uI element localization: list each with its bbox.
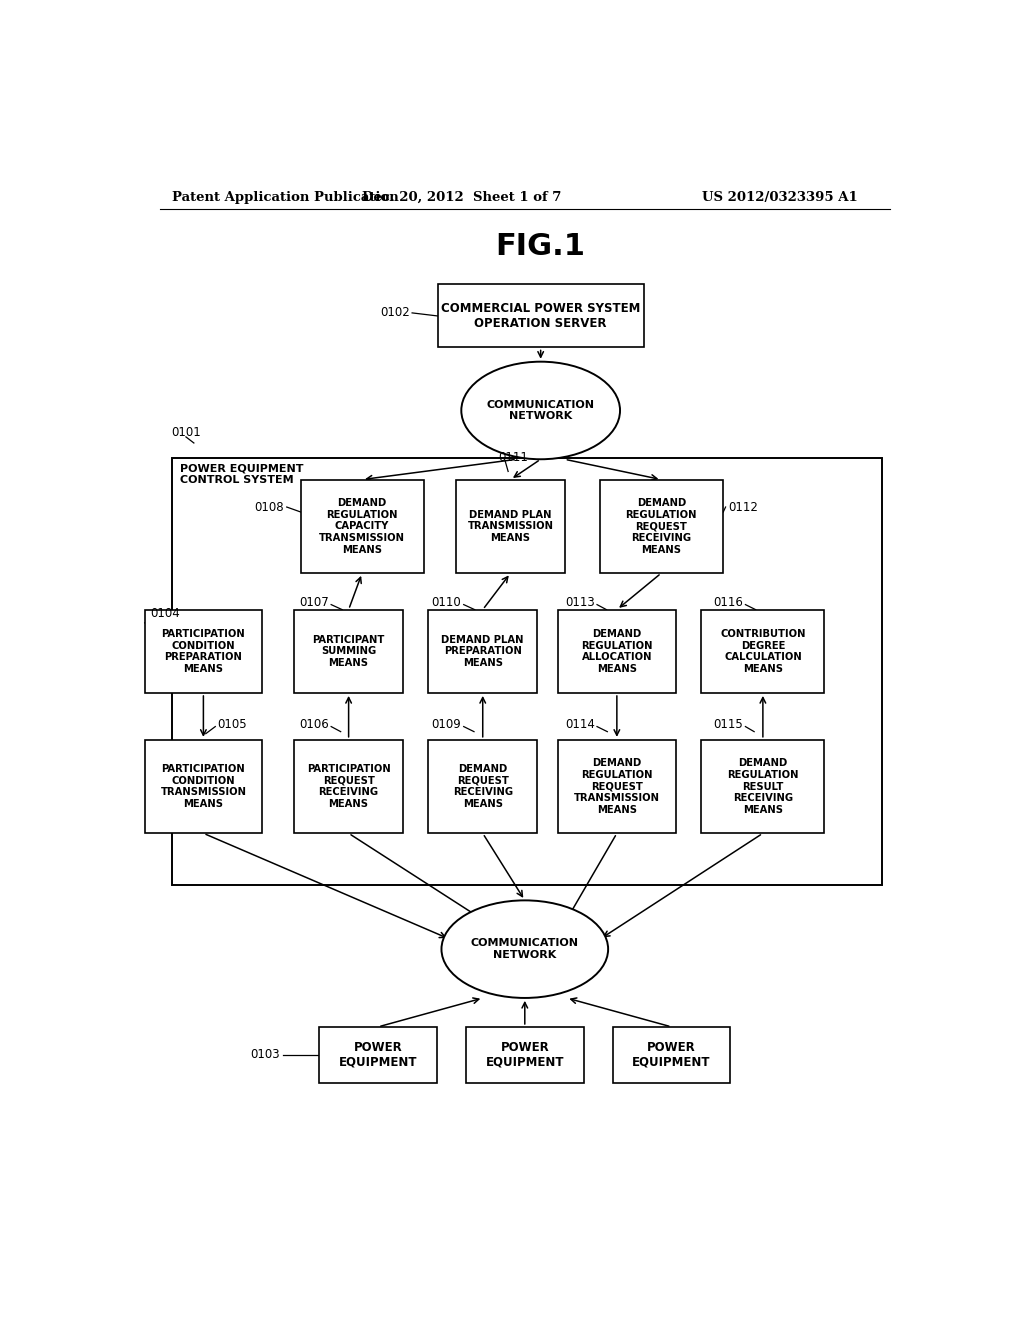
- FancyBboxPatch shape: [558, 610, 676, 693]
- Text: 0110: 0110: [431, 597, 461, 609]
- Text: PARTICIPATION
REQUEST
RECEIVING
MEANS: PARTICIPATION REQUEST RECEIVING MEANS: [307, 764, 390, 809]
- Text: POWER
EQUIPMENT: POWER EQUIPMENT: [485, 1041, 564, 1069]
- Text: COMMUNICATION
NETWORK: COMMUNICATION NETWORK: [486, 400, 595, 421]
- FancyBboxPatch shape: [428, 739, 538, 833]
- Text: POWER EQUIPMENT
CONTROL SYSTEM: POWER EQUIPMENT CONTROL SYSTEM: [179, 463, 303, 484]
- Ellipse shape: [441, 900, 608, 998]
- Text: FIG.1: FIG.1: [496, 232, 586, 261]
- Text: DEMAND
REGULATION
REQUEST
TRANSMISSION
MEANS: DEMAND REGULATION REQUEST TRANSMISSION M…: [573, 758, 659, 814]
- Text: COMMERCIAL POWER SYSTEM
OPERATION SERVER: COMMERCIAL POWER SYSTEM OPERATION SERVER: [441, 302, 640, 330]
- Text: Patent Application Publication: Patent Application Publication: [172, 190, 398, 203]
- Text: DEMAND
REQUEST
RECEIVING
MEANS: DEMAND REQUEST RECEIVING MEANS: [453, 764, 513, 809]
- Text: 0116: 0116: [713, 597, 743, 609]
- Text: 0112: 0112: [728, 500, 758, 513]
- FancyBboxPatch shape: [144, 610, 262, 693]
- Text: 0103: 0103: [251, 1048, 281, 1061]
- FancyBboxPatch shape: [456, 479, 565, 573]
- Text: 0115: 0115: [714, 718, 743, 731]
- Text: 0109: 0109: [431, 718, 461, 731]
- FancyBboxPatch shape: [428, 610, 538, 693]
- Text: 0104: 0104: [150, 607, 179, 620]
- Text: 0108: 0108: [255, 500, 285, 513]
- Text: PARTICIPANT
SUMMING
MEANS: PARTICIPANT SUMMING MEANS: [312, 635, 385, 668]
- Text: 0101: 0101: [172, 426, 202, 440]
- FancyBboxPatch shape: [294, 739, 403, 833]
- Text: PARTICIPATION
CONDITION
PREPARATION
MEANS: PARTICIPATION CONDITION PREPARATION MEAN…: [162, 628, 246, 673]
- Text: 0102: 0102: [380, 306, 410, 319]
- Text: 0114: 0114: [565, 718, 595, 731]
- Text: 0111: 0111: [499, 450, 528, 463]
- Text: DEMAND PLAN
PREPARATION
MEANS: DEMAND PLAN PREPARATION MEANS: [441, 635, 524, 668]
- FancyBboxPatch shape: [144, 739, 262, 833]
- FancyBboxPatch shape: [466, 1027, 584, 1082]
- Text: COMMUNICATION
NETWORK: COMMUNICATION NETWORK: [471, 939, 579, 960]
- Text: DEMAND
REGULATION
ALLOCATION
MEANS: DEMAND REGULATION ALLOCATION MEANS: [581, 628, 652, 673]
- Text: DEMAND
REGULATION
CAPACITY
TRANSMISSION
MEANS: DEMAND REGULATION CAPACITY TRANSMISSION …: [319, 498, 406, 554]
- FancyBboxPatch shape: [319, 1027, 436, 1082]
- Text: DEMAND
REGULATION
RESULT
RECEIVING
MEANS: DEMAND REGULATION RESULT RECEIVING MEANS: [727, 758, 799, 814]
- FancyBboxPatch shape: [437, 284, 644, 347]
- Text: 0113: 0113: [565, 597, 595, 609]
- Text: 0106: 0106: [299, 718, 329, 731]
- Text: PARTICIPATION
CONDITION
TRANSMISSION
MEANS: PARTICIPATION CONDITION TRANSMISSION MEA…: [161, 764, 247, 809]
- Text: 0105: 0105: [217, 718, 247, 731]
- FancyBboxPatch shape: [613, 1027, 730, 1082]
- Text: US 2012/0323395 A1: US 2012/0323395 A1: [702, 190, 858, 203]
- Text: CONTRIBUTION
DEGREE
CALCULATION
MEANS: CONTRIBUTION DEGREE CALCULATION MEANS: [720, 628, 806, 673]
- Text: 0107: 0107: [299, 597, 329, 609]
- FancyBboxPatch shape: [600, 479, 723, 573]
- Text: DEMAND
REGULATION
REQUEST
RECEIVING
MEANS: DEMAND REGULATION REQUEST RECEIVING MEAN…: [626, 498, 697, 554]
- FancyBboxPatch shape: [701, 610, 824, 693]
- FancyBboxPatch shape: [558, 739, 676, 833]
- FancyBboxPatch shape: [701, 739, 824, 833]
- Text: Dec. 20, 2012  Sheet 1 of 7: Dec. 20, 2012 Sheet 1 of 7: [361, 190, 561, 203]
- Text: POWER
EQUIPMENT: POWER EQUIPMENT: [633, 1041, 711, 1069]
- Ellipse shape: [461, 362, 621, 459]
- FancyBboxPatch shape: [294, 610, 403, 693]
- Text: POWER
EQUIPMENT: POWER EQUIPMENT: [339, 1041, 417, 1069]
- FancyBboxPatch shape: [301, 479, 424, 573]
- Text: DEMAND PLAN
TRANSMISSION
MEANS: DEMAND PLAN TRANSMISSION MEANS: [468, 510, 554, 543]
